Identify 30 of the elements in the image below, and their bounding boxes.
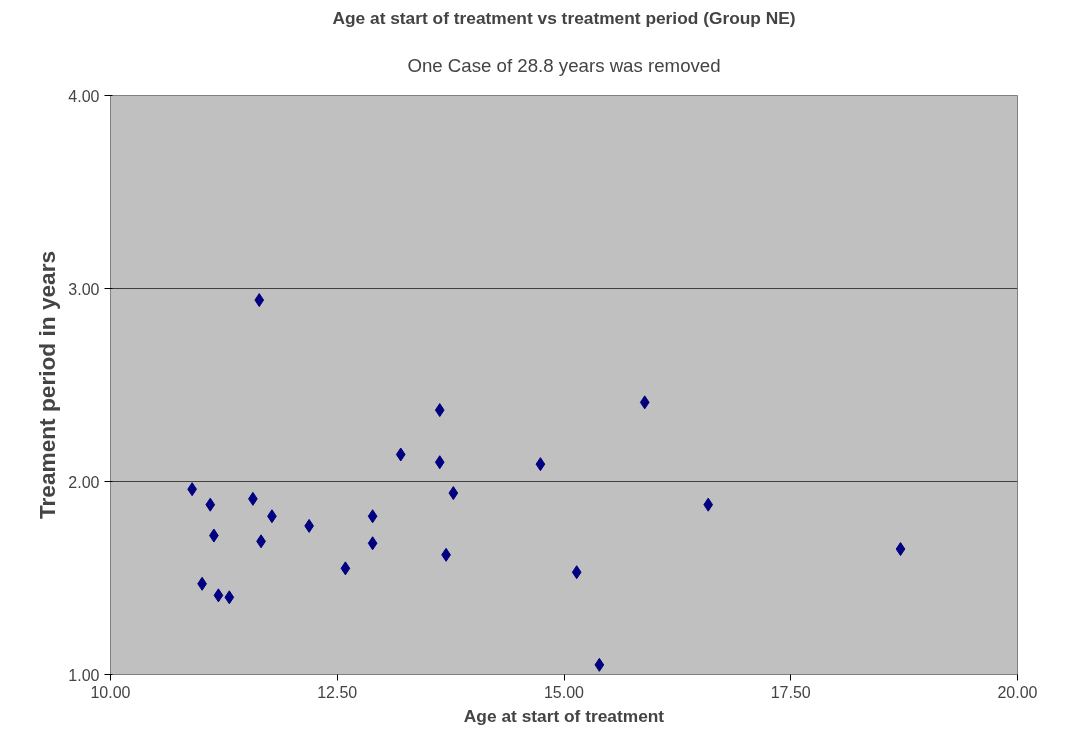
x-tick-label: 15.00 [543,683,585,701]
point [254,293,265,308]
chart-subtitle: One Case of 28.8 years was removed [407,54,721,76]
point [703,497,714,512]
point [535,457,546,472]
x-tick-label: 12.50 [317,683,358,701]
point [594,657,605,672]
y-tick-label: 3.00 [68,280,100,298]
point [213,588,224,603]
y-tick-label: 4.00 [68,87,100,105]
point [340,561,351,576]
point [224,590,235,605]
point [448,486,459,501]
point [205,497,216,512]
x-axis-title: Age at start of treatment [463,705,665,726]
point [395,447,406,462]
point [367,509,378,524]
point [571,565,582,580]
point [639,395,650,410]
y-axis-title: Treament period in years [34,250,61,520]
y-tick-label: 1.00 [68,666,100,684]
y-tick-label: 2.00 [68,473,100,491]
x-tick-label: 17.50 [770,683,811,701]
point [434,455,445,470]
x-tick-label: 10.00 [90,683,131,701]
point [895,542,906,557]
point [367,536,378,551]
point [434,403,445,418]
x-tick-label: 20.00 [997,683,1038,701]
chart-title: Age at start of treatment vs treatment period (Group NE) [332,7,796,28]
